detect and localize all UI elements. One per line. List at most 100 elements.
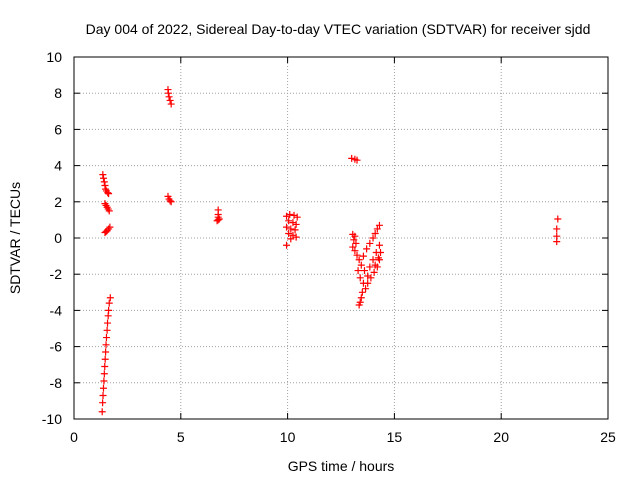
data-point <box>352 239 360 247</box>
data-point <box>101 363 109 371</box>
data-point <box>285 217 293 225</box>
data-point <box>105 299 113 307</box>
data-point <box>367 274 375 282</box>
data-point <box>98 408 106 416</box>
x-tick-label: 15 <box>387 429 403 445</box>
y-tick-label: -2 <box>50 266 63 282</box>
data-point <box>371 229 379 237</box>
y-axis-label: SDTVAR / TECUs <box>7 182 23 294</box>
data-point <box>100 370 108 378</box>
data-point <box>359 279 367 287</box>
data-point <box>100 377 108 385</box>
data-point <box>351 247 359 255</box>
data-point <box>102 341 110 349</box>
y-tick-label: 4 <box>54 158 62 174</box>
y-tick-label: 10 <box>46 49 62 65</box>
data-point <box>359 252 367 260</box>
data-point <box>377 248 385 256</box>
data-point <box>286 210 294 218</box>
data-point <box>355 256 363 264</box>
data-point <box>553 225 561 233</box>
data-point <box>357 294 365 302</box>
data-point <box>373 225 381 233</box>
data-point <box>360 267 368 275</box>
data-point <box>106 294 114 302</box>
data-point <box>101 355 109 363</box>
data-point <box>103 326 111 334</box>
data-point <box>366 239 374 247</box>
data-point <box>363 245 371 253</box>
data-point <box>105 207 113 215</box>
data-point <box>353 251 361 259</box>
data-point <box>293 213 301 221</box>
data-point <box>354 267 362 275</box>
data-point <box>350 236 358 244</box>
y-tick-label: 6 <box>54 121 62 137</box>
data-point <box>166 197 174 205</box>
x-tick-label: 5 <box>177 429 185 445</box>
data-point <box>349 243 357 251</box>
data-point <box>167 100 175 108</box>
data-point <box>364 272 372 280</box>
data-point <box>553 238 561 246</box>
data-point <box>285 229 293 237</box>
data-point <box>355 301 363 309</box>
data-point <box>99 391 107 399</box>
x-tick-label: 20 <box>493 429 509 445</box>
data-point <box>348 154 356 162</box>
data-point <box>167 198 175 206</box>
grid-lines <box>74 57 608 419</box>
data-point <box>358 288 366 296</box>
y-tick-label: 2 <box>54 194 62 210</box>
data-point <box>292 220 300 228</box>
y-tick-label: 8 <box>54 85 62 101</box>
data-point <box>292 233 300 241</box>
data-point <box>375 241 383 249</box>
data-point <box>351 232 359 240</box>
data-point <box>291 226 299 234</box>
chart-title: Day 004 of 2022, Sidereal Day-to-day VTE… <box>86 21 591 37</box>
data-point <box>215 215 223 223</box>
data-point <box>166 96 174 104</box>
axis-ticks <box>73 56 609 420</box>
data-point <box>353 156 361 164</box>
y-tick-label: -6 <box>50 339 63 355</box>
data-point <box>102 334 110 342</box>
data-point <box>362 285 370 293</box>
data-point <box>99 174 107 182</box>
data-point <box>375 256 383 264</box>
data-point <box>102 348 110 356</box>
data-point <box>106 223 114 231</box>
data-point <box>105 190 113 198</box>
y-tick-label: 0 <box>54 230 62 246</box>
data-point <box>104 312 112 320</box>
data-point <box>99 399 107 407</box>
data-point <box>287 225 295 233</box>
data-point <box>214 216 222 224</box>
data-point <box>375 221 383 229</box>
data-point <box>99 384 107 392</box>
tick-labels: 0 5 10 15 20 25 -10 -8 -6 -4 -2 0 2 4 6 8 10 <box>42 49 616 445</box>
data-point <box>554 215 562 223</box>
data-point <box>164 89 172 97</box>
y-tick-label: -4 <box>50 302 63 318</box>
data-point <box>283 241 291 249</box>
y-tick-label: -10 <box>42 411 62 427</box>
y-tick-label: -8 <box>50 375 63 391</box>
x-tick-label: 0 <box>70 429 78 445</box>
data-point <box>104 319 112 327</box>
data-point <box>357 261 365 269</box>
data-point <box>287 235 295 243</box>
data-point <box>366 263 374 271</box>
data-point <box>283 223 291 231</box>
data-points <box>98 86 562 416</box>
data-point <box>100 178 108 186</box>
data-point <box>104 189 112 197</box>
data-point <box>369 234 377 242</box>
data-point <box>101 182 109 190</box>
data-point <box>356 274 364 282</box>
data-point <box>370 268 378 276</box>
data-point <box>369 256 377 264</box>
data-point <box>290 211 298 219</box>
